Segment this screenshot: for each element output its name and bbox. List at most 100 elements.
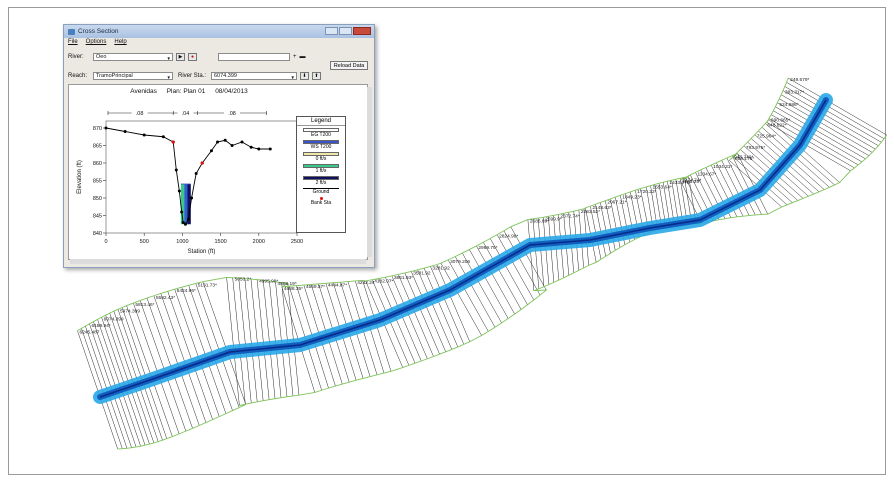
manning-label-bg [224, 110, 241, 116]
station-label: 2148.63* [592, 205, 611, 211]
menubar: File Options Help [68, 39, 127, 45]
manning-label: .08 [136, 111, 144, 117]
arrow-down-icon[interactable]: ⬇ [300, 71, 309, 80]
cross-section-line [113, 311, 159, 442]
play-icon[interactable]: ▶ [176, 52, 185, 61]
cross-section-line [490, 238, 528, 305]
ground-point [194, 172, 198, 175]
legend-item: 1 ft/s [297, 164, 345, 174]
cross-section-line [167, 291, 213, 420]
cross-section-line [771, 114, 859, 166]
manning-label-bg [177, 110, 194, 116]
station-label: 5974.399 [120, 308, 140, 314]
cross-section-line [476, 245, 515, 315]
legend: Legend EG T200 WS T200 0 ft/s 1 ft/s 2 ft/s G… [296, 116, 346, 233]
y-axis-label: Elevation (ft) [77, 160, 83, 194]
cross-section-line [81, 328, 123, 449]
cross-section-line [188, 285, 233, 411]
station-label: 1553.64* [653, 185, 672, 191]
station-label: 1433.270 [669, 180, 689, 186]
ground-point [142, 133, 146, 137]
station-label: 3079.206 [450, 259, 470, 265]
menu-options[interactable]: Options [85, 39, 107, 45]
cross-section-line [275, 281, 288, 397]
cross-section-line [737, 153, 768, 215]
cross-section-line [469, 249, 509, 319]
plot-title-part: Avenidas [130, 88, 157, 95]
legend-label: 2 ft/s [315, 180, 327, 186]
cross-section-line [133, 302, 180, 434]
ground-point [123, 130, 127, 133]
cross-section-line [77, 330, 118, 450]
arrow-up-icon[interactable]: ⬆ [312, 71, 321, 80]
reach-select[interactable]: TramoPrincipal ▼ [93, 71, 173, 80]
x-tick-label: 2500 [291, 239, 303, 245]
station-label: 1274.74* [682, 177, 701, 183]
cross-section-line [784, 86, 882, 143]
search-field[interactable] [218, 52, 290, 61]
cross-section-line [269, 280, 282, 398]
y-tick-label: 865 [93, 144, 102, 150]
vertical-scrollbar[interactable] [367, 87, 372, 257]
station-label: 853.175* [735, 156, 754, 162]
cross-section-line [244, 278, 258, 402]
x-tick-label: 0 [104, 239, 107, 245]
legend-swatch [303, 140, 339, 144]
cross-section-line [238, 278, 252, 404]
add-icon[interactable]: + [293, 53, 297, 60]
cross-section-line [93, 321, 137, 448]
record-icon[interactable]: ● [188, 52, 197, 61]
cross-section-line [89, 323, 132, 448]
cross-section-line [781, 94, 876, 150]
river-select[interactable]: Oeo ▼ [93, 52, 173, 61]
station-label: 725.964* [757, 134, 776, 140]
station-label: 2824.99* [499, 234, 518, 240]
ground-point [240, 140, 244, 144]
cross-section-line [726, 157, 756, 216]
station-label: 2372.74* [561, 213, 580, 219]
cross-section-line [202, 281, 247, 405]
station-label: 4182.07* [374, 279, 393, 285]
horizontal-scrollbar[interactable] [70, 259, 366, 264]
boundary-line [77, 77, 789, 332]
station-label: 4242.24 [357, 280, 375, 286]
cross-section-line [97, 319, 141, 447]
cross-section-line [378, 278, 416, 364]
cross-section-line [423, 268, 459, 348]
reload-data-button[interactable]: Reload Data [330, 61, 368, 70]
legend-item: 2 ft/s [297, 176, 345, 186]
station-label: 6159.94* [91, 323, 110, 329]
station-label: 1134.67* [697, 171, 716, 177]
window-titlebar[interactable]: Cross Section [64, 25, 374, 38]
legend-swatch [303, 164, 339, 168]
reach-value: TramoPrincipal [96, 72, 133, 79]
y-tick-label: 845 [93, 214, 102, 220]
menu-help[interactable]: Help [114, 39, 127, 45]
close-button[interactable] [353, 27, 371, 35]
station-label: 646.822* [767, 122, 786, 128]
app-icon [68, 28, 75, 35]
menu-file[interactable]: File [68, 39, 78, 45]
ground-point [183, 222, 187, 226]
ground-point [180, 210, 184, 214]
cross-section-line [777, 102, 870, 156]
legend-swatch [303, 188, 339, 189]
legend-label: Ground [312, 189, 330, 195]
maximize-button[interactable] [339, 27, 352, 35]
minimize-button[interactable] [325, 27, 338, 35]
station-label: 6245.487 [79, 330, 99, 336]
y-tick-label: 855 [93, 179, 102, 185]
cross-section-line [455, 256, 496, 328]
cross-section-line [721, 160, 750, 216]
river-sta-select[interactable]: 6074.399 ▼ [211, 71, 297, 80]
river-value: Oeo [96, 53, 107, 60]
cross-section-line [250, 279, 264, 401]
ground-point [216, 140, 220, 144]
cross-section-line [779, 98, 873, 153]
cross-section-line [232, 277, 246, 405]
camera-icon[interactable]: ▬ [299, 53, 306, 60]
cross-section-line [430, 266, 465, 345]
bank-station-marker [200, 161, 204, 165]
ground-point [187, 217, 191, 221]
cross-section-line [404, 272, 440, 355]
